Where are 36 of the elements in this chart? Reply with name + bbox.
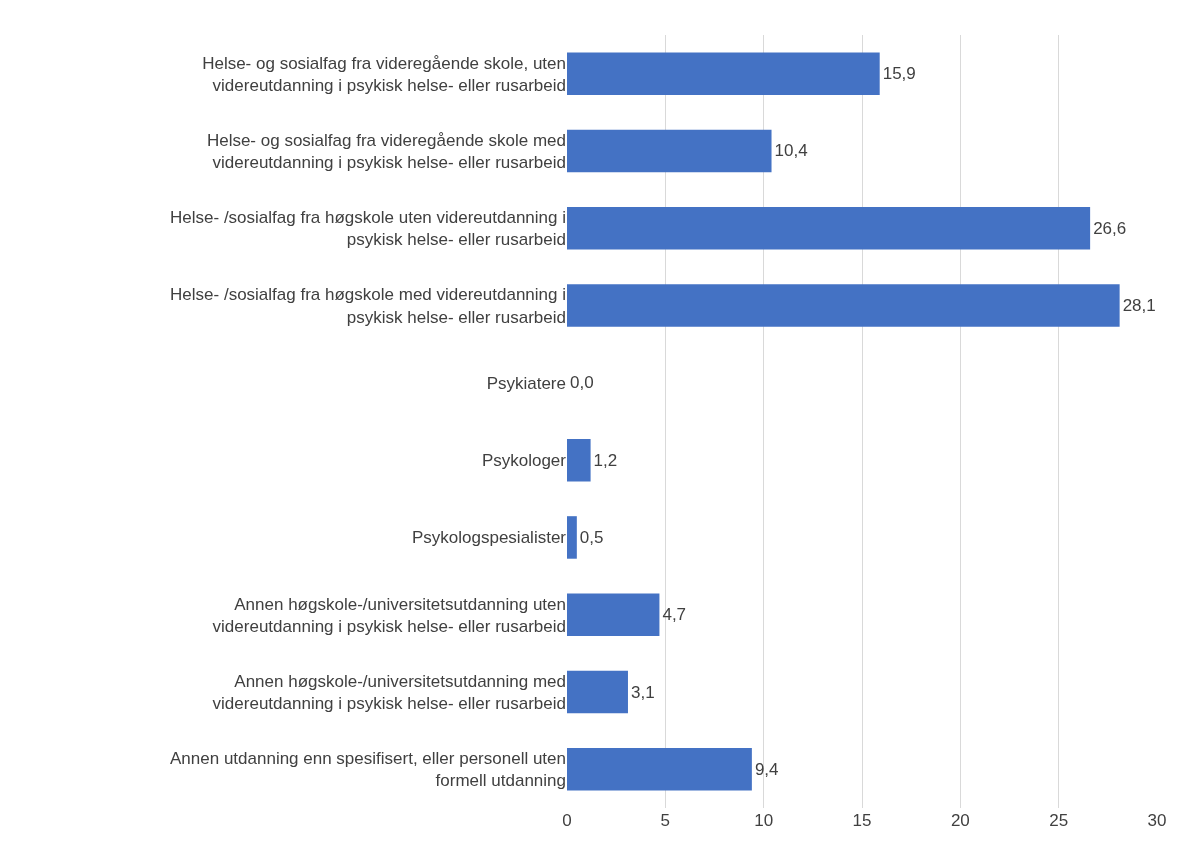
y-tick-label: Helse- /sosialfag fra høgskole med videreutdanning i psykisk helse- eller rusarbeid — [170, 285, 566, 327]
bar — [567, 284, 1120, 327]
x-tick-label: 20 — [950, 811, 970, 830]
y-tick-label: Psykologspesialister — [411, 528, 567, 548]
data-label: 0,0 — [570, 373, 594, 393]
y-tick-label: Helse- og sosialfag fra videregående skole med videreutdanning i psykisk helse- eller rusarbeid — [206, 130, 566, 172]
data-label: 10,4 — [774, 141, 808, 161]
y-tick-label: Helse- /sosialfag fra høgskole uten videreutdanning i psykisk helse- eller rusarbeid — [170, 208, 566, 250]
x-tick-label: 25 — [1049, 811, 1069, 830]
data-label: 0,5 — [579, 527, 604, 547]
data-label: 26,6 — [1093, 218, 1127, 238]
x-tick-label: 30 — [1147, 811, 1167, 830]
y-tick-label: Annen utdanning enn spesifisert, eller personell uten formell utdanning — [170, 749, 566, 791]
bar — [567, 748, 752, 791]
data-label: 9,4 — [754, 759, 779, 779]
bar — [567, 438, 591, 482]
x-tick-label: 0 — [562, 811, 572, 830]
y-tick-label: Psykologer — [481, 451, 567, 471]
data-label: 3,1 — [630, 682, 655, 702]
x-tick-label: 10 — [754, 811, 774, 830]
data-label: 4,7 — [662, 605, 687, 625]
bar — [567, 129, 772, 173]
y-tick-label: Annen høgskole-/universitetsutdanning med videreutdanning i psykisk helse- eller rusarbeid — [212, 671, 566, 714]
data-label: 28,1 — [1122, 296, 1156, 316]
bar — [567, 206, 1091, 250]
x-tick-label: 5 — [660, 811, 671, 830]
bar — [567, 52, 880, 95]
bar — [567, 593, 660, 637]
y-tick-label: Helse- og sosialfag fra videregående skole, uten videreutdanning i psykisk helse- eller rusarbeid — [202, 53, 566, 95]
y-tick-label: Annen høgskole-/universitetsutdanning uten videreutdanning i psykisk helse- eller rusarbeid — [212, 594, 566, 636]
bar — [567, 670, 628, 714]
y-tick-label: Psykiatere — [486, 373, 566, 393]
data-label: 15,9 — [882, 64, 916, 84]
data-label: 1,2 — [593, 450, 618, 470]
bar — [567, 516, 577, 559]
x-tick-label: 15 — [852, 811, 872, 830]
